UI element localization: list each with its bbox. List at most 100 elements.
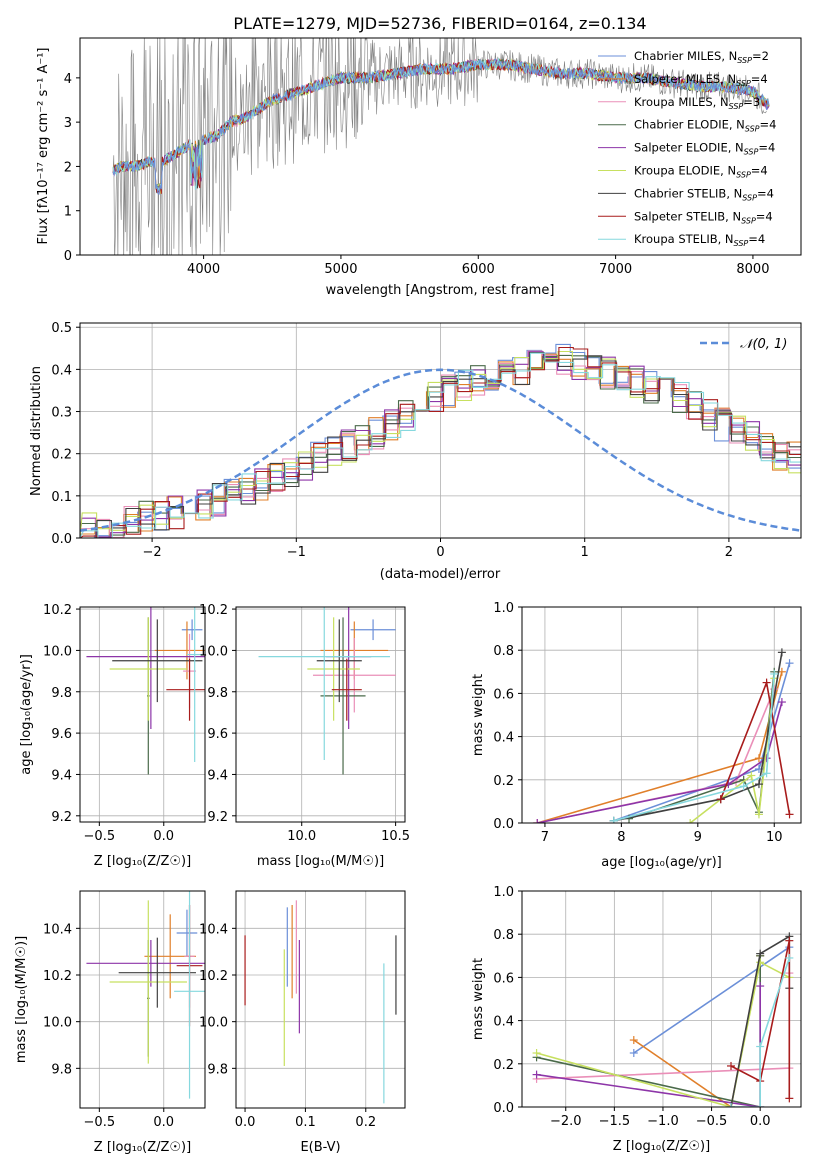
ytick-label: 9.8 (51, 686, 72, 701)
legend-label-count: =3 (743, 95, 760, 109)
ytick-label: 10.0 (43, 644, 72, 659)
spectrum-legend-label: Salpeter ELODIE, NSSP=4 (634, 141, 775, 157)
weight-line (613, 673, 775, 822)
legend-label-count: =4 (758, 141, 775, 155)
legend-label-count: =4 (757, 186, 774, 200)
ytick-label: 10.0 (199, 644, 228, 659)
legend-label-name: Salpeter MILES, N (634, 72, 736, 86)
xtick-label: 10.5 (381, 829, 410, 844)
legend-label-subscript: SSP (729, 102, 744, 111)
legend-label-name: Salpeter STELIB, N (634, 209, 741, 223)
xtick-label: 0.0 (750, 1114, 771, 1129)
ytick-label: 0.4 (493, 1015, 514, 1030)
xtick-label: 10.0 (287, 829, 316, 844)
histogram-ylabel: Normed distribution (29, 366, 44, 496)
histogram-xlabel: (data-model)/error (380, 567, 501, 582)
legend-label-subscript: SSP (736, 171, 751, 180)
panel-age-Z: −0.5 0.0 9.2 9.4 9.6 9.8 10.0 10.2 Z [log₁₀(Z/Z☉… (19, 603, 206, 869)
legend-label-count: =4 (756, 209, 773, 223)
ytick-label: 10.4 (199, 922, 228, 937)
histogram-steps (80, 343, 801, 538)
ytick-label: 9.6 (51, 727, 72, 742)
spectrum-traces (112, 38, 770, 255)
ytick-label: 10.0 (199, 1016, 228, 1031)
panel-xlabel: Z [log₁₀(Z/Z☉)] (94, 854, 191, 869)
legend-label-subscript: SSP (736, 79, 751, 88)
panel-mass-Z: −0.5 0.0 9.8 10.0 10.2 10.4 Z [log₁₀(Z/Z☉)] mas… (14, 890, 206, 1155)
spectrum-ytick-label: 3 (64, 116, 72, 131)
legend-label-name: Chabrier MILES, N (634, 49, 737, 63)
xtick-label: 0.1 (295, 1115, 316, 1130)
ytick-label: 9.4 (51, 768, 72, 783)
panel-marks (532, 932, 794, 1107)
spectrum-data-line (112, 38, 767, 255)
weight-line (537, 688, 775, 823)
legend-label-count: =2 (752, 49, 769, 63)
xtick-label: 0.0 (153, 829, 174, 844)
histogram-step-line (80, 350, 801, 538)
ytick-label: 0.4 (493, 731, 514, 746)
histogram-ytick-label: 0.2 (51, 448, 72, 463)
xtick-label: 0.0 (235, 1115, 256, 1130)
legend-label-count: =4 (748, 232, 765, 246)
axes-frame (521, 606, 802, 824)
panel-xlabel: age [log₁₀(age/yr)] (601, 855, 722, 870)
ytick-label: 9.2 (51, 810, 72, 825)
xtick-label: 7 (541, 830, 549, 845)
histogram-ytick-label: 0.4 (51, 363, 72, 378)
xtick-label: −1.0 (647, 1114, 679, 1129)
panel-ylabel: mass [log₁₀(M/M☉)] (14, 936, 29, 1063)
weight-line (730, 940, 791, 1099)
panel-marks (86, 607, 205, 775)
ytick-label: 0.0 (493, 1101, 514, 1116)
legend-label-subscript: SSP (741, 216, 756, 225)
ytick-label: 9.8 (207, 1062, 228, 1077)
axes-frame (521, 890, 802, 1108)
spectrum-ytick-label: 1 (64, 205, 72, 220)
panel-marks (86, 891, 205, 1099)
xtick-label: −0.5 (696, 1114, 728, 1129)
weight-line (731, 957, 791, 1107)
figure-title: PLATE=1279, MJD=52736, FIBERID=0164, z=0… (233, 14, 646, 33)
legend-label-name: Salpeter ELODIE, N (634, 141, 744, 155)
legend-label-subscript: SSP (745, 125, 760, 134)
panel-marks (244, 900, 397, 1104)
ytick-label: 10.2 (199, 969, 228, 984)
panel-weight-Z: −2.0 −1.5 −1.0 −0.5 0.0 0.0 0.2 0.4 0.6 0.8 1.0 Z [… (471, 885, 802, 1154)
ytick-label: 10.0 (43, 1016, 72, 1031)
panel-age-mass: 10.0 10.5 9.2 9.4 9.6 9.8 10.0 10.2 mass [log₁₀(… (199, 603, 410, 869)
panel-xlabel: E(B-V) (300, 1140, 340, 1155)
spectrum-xtick-label: 6000 (462, 262, 495, 277)
panel-weight-age: 7 8 9 10 0.0 0.2 0.4 0.6 0.8 1.0 age [log₁₀(age/yr… (471, 601, 802, 870)
ytick-label: 9.2 (207, 810, 228, 825)
spectrum-xlabel: wavelength [Angstrom, rest frame] (326, 283, 555, 298)
legend-label-count: =4 (751, 72, 768, 86)
ytick-label: 0.0 (493, 817, 514, 832)
weight-line (537, 671, 783, 823)
ytick-label: 10.2 (199, 603, 228, 618)
histogram-xtick-label: −2 (143, 545, 162, 560)
panel-xlabel: Z [log₁₀(Z/Z☉)] (613, 1139, 710, 1154)
spectrum-xtick-label: 5000 (324, 262, 357, 277)
histogram-xtick-label: 2 (725, 545, 733, 560)
ytick-label: 9.8 (51, 1062, 72, 1077)
spectrum-legend-label: Kroupa STELIB, NSSP=4 (634, 232, 765, 248)
xtick-label: 0.2 (355, 1115, 376, 1130)
spectrum-legend-label: Chabrier ELODIE, NSSP=4 (634, 118, 776, 134)
xtick-label: −0.5 (84, 829, 116, 844)
spectrum-legend-label: Chabrier STELIB, NSSP=4 (634, 186, 774, 202)
legend-label-name: Kroupa ELODIE, N (634, 164, 736, 178)
panel-ylabel: mass weight (471, 958, 486, 1040)
xtick-label: 9 (694, 830, 702, 845)
legend-label-subscript: SSP (737, 56, 752, 65)
histogram-step-line (80, 346, 801, 538)
xtick-label: −0.5 (84, 1115, 116, 1130)
histogram-step-line (80, 352, 801, 538)
panel-mass-EBV: 0.0 0.1 0.2 9.8 10.0 10.2 10.4 E(B-V) (199, 890, 406, 1155)
ytick-label: 0.8 (493, 928, 514, 943)
axes-frame (79, 606, 206, 823)
legend-label-name: Chabrier ELODIE, N (634, 118, 745, 132)
spectrum-legend-label: Kroupa ELODIE, NSSP=4 (634, 164, 768, 180)
